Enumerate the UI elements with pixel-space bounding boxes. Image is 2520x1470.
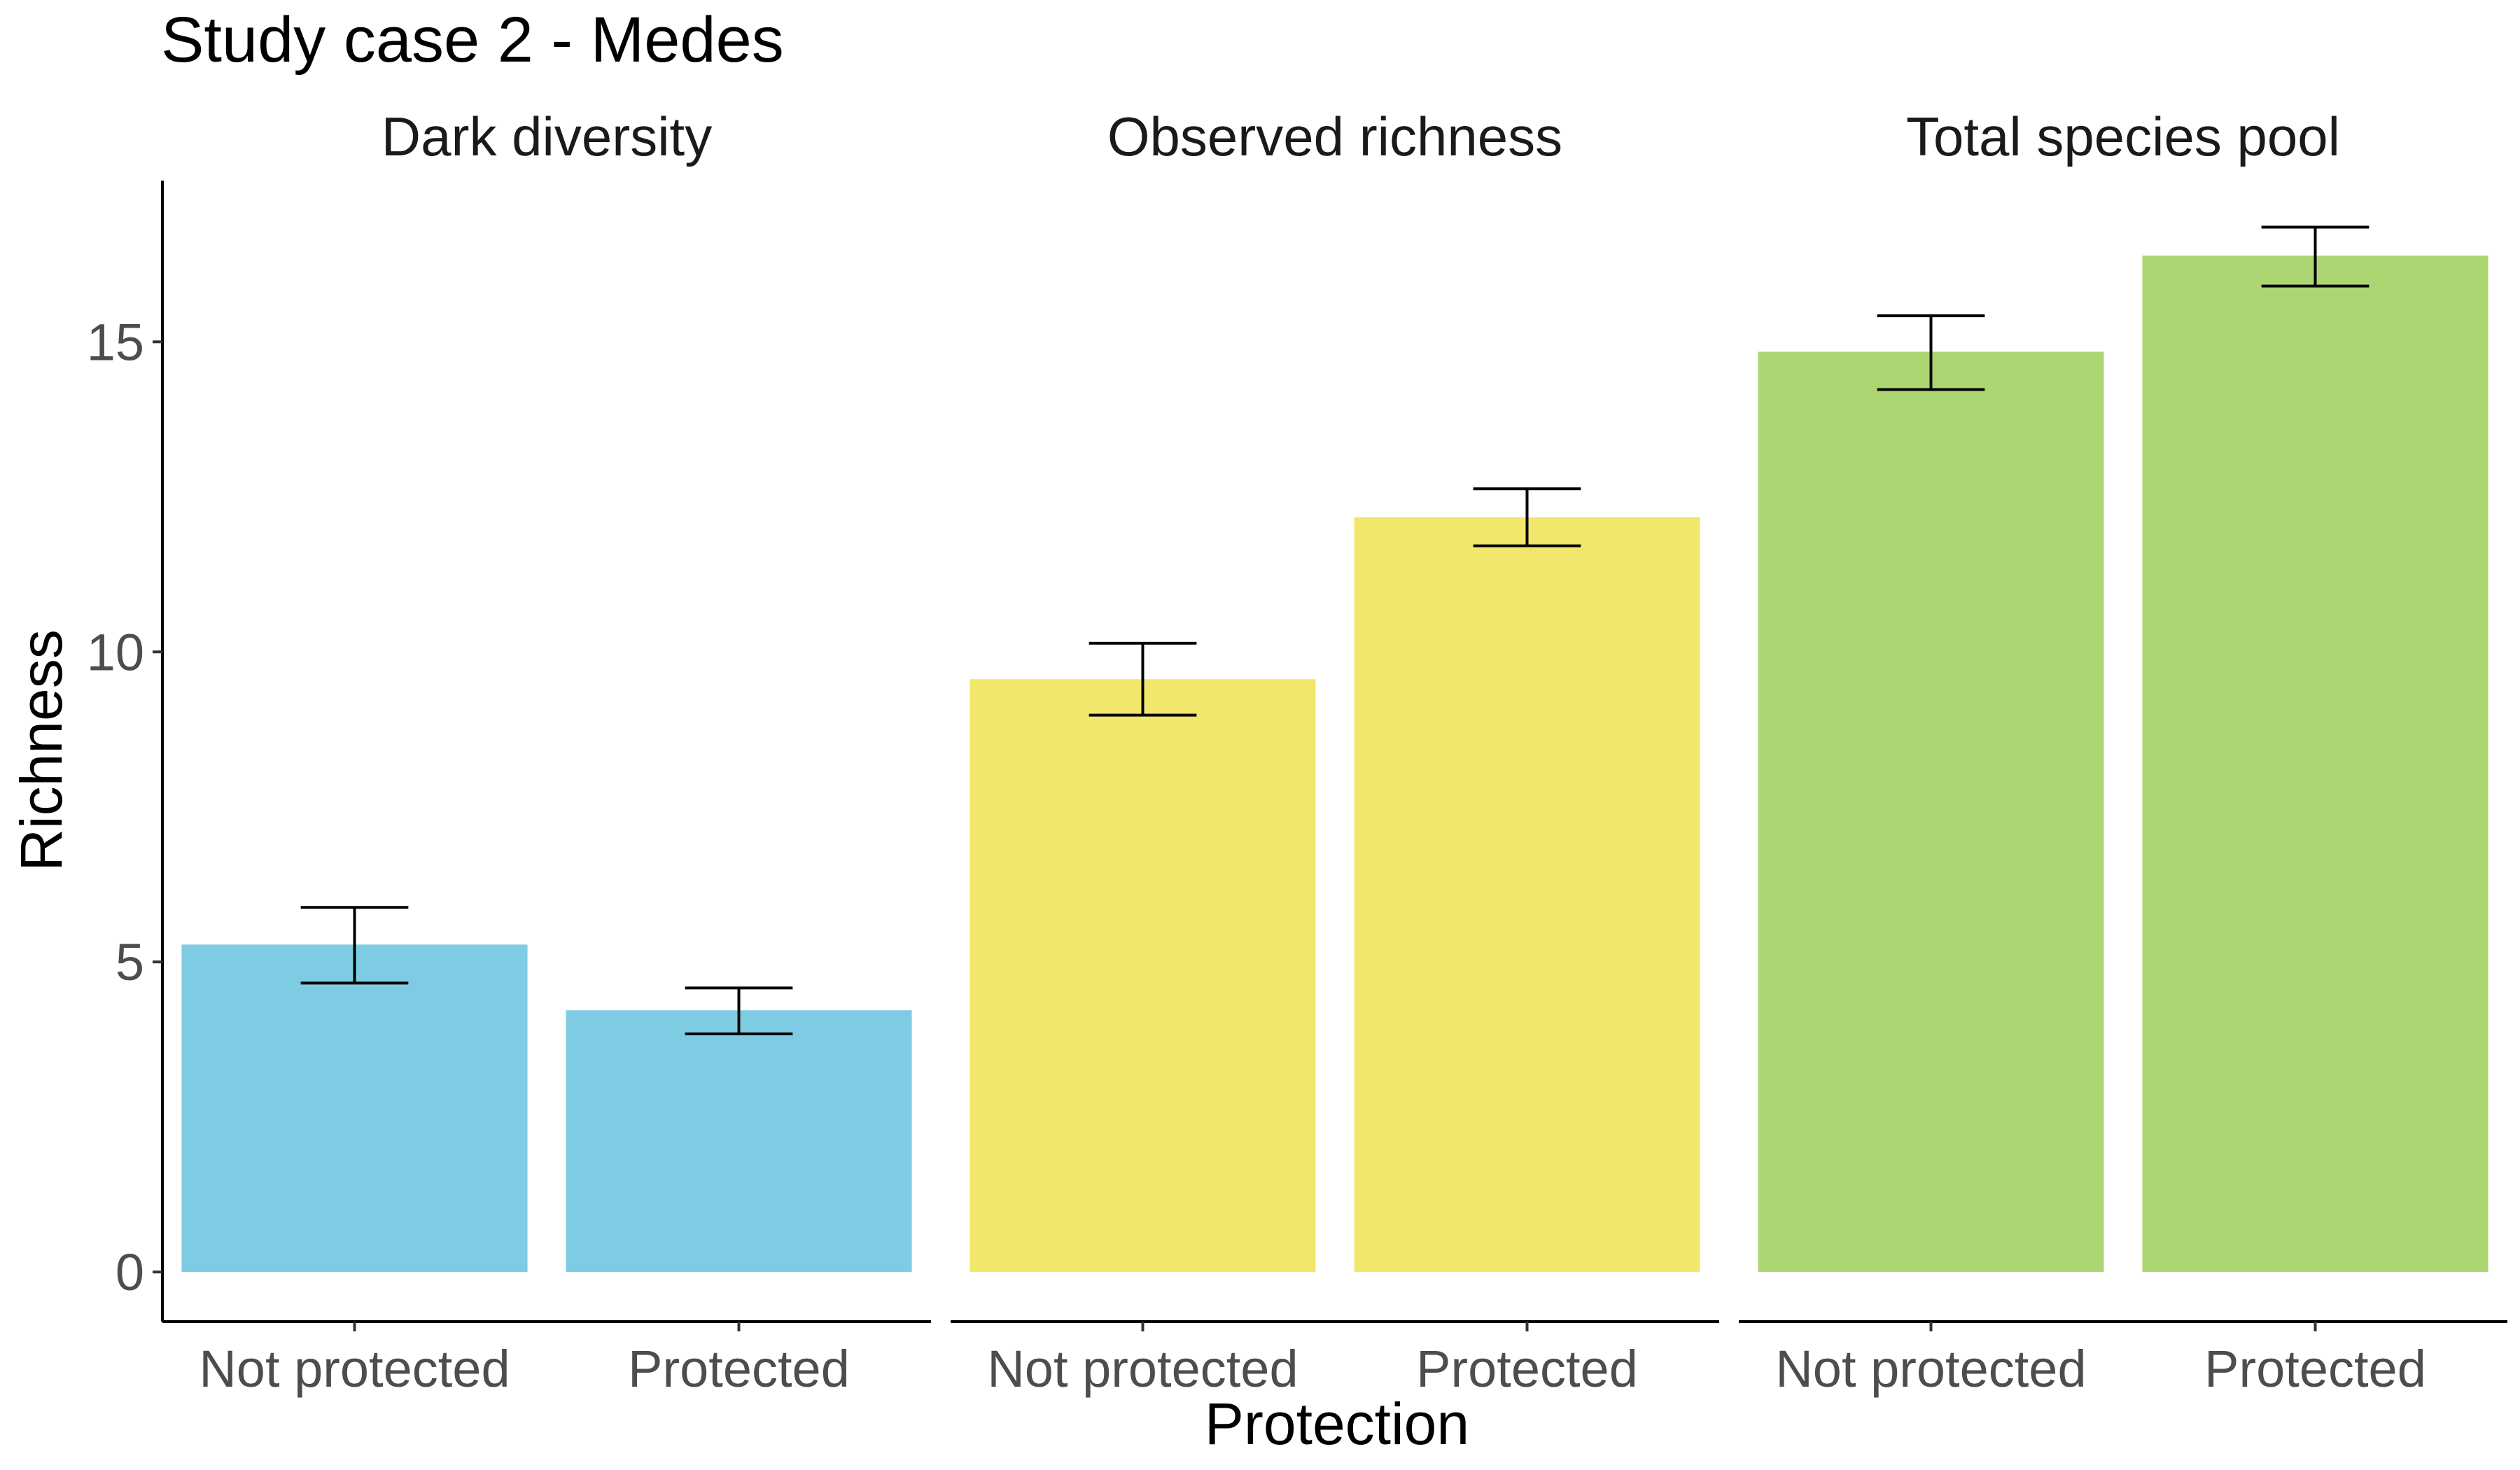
y-tick-label: 15 <box>87 313 144 371</box>
chart-title: Study case 2 - Medes <box>161 4 784 76</box>
bar <box>1758 351 2104 1273</box>
panel-total-species-pool: Total species pool Not protected Protected <box>1739 106 2507 1398</box>
panel-label: Dark diversity <box>382 106 712 167</box>
x-axis-title: Protection <box>1205 1391 1469 1457</box>
y-tick-label: 5 <box>115 933 144 991</box>
x-tick-label: Not protected <box>987 1340 1298 1398</box>
y-tick-label: 10 <box>87 623 144 681</box>
bar <box>181 944 528 1273</box>
x-tick-label: Not protected <box>199 1340 510 1398</box>
y-tick-label: 0 <box>115 1243 144 1301</box>
bar <box>2142 255 2488 1273</box>
bar <box>566 1010 912 1273</box>
panel-dark-diversity: Dark diversity Not protected Protected <box>162 106 931 1398</box>
x-tick-label: Protected <box>2204 1340 2426 1398</box>
chart-panels: 0 5 10 15 Dark diversity Not protected Protect… <box>87 106 2507 1398</box>
bar <box>1354 517 1700 1273</box>
panel-observed-richness: Observed richness Not protected Protected <box>951 106 1719 1398</box>
x-tick-label: Protected <box>1416 1340 1638 1398</box>
y-axis-title: Richness <box>8 629 74 871</box>
panel-label: Observed richness <box>1107 106 1562 167</box>
x-tick-label: Protected <box>628 1340 850 1398</box>
panel-label: Total species pool <box>1906 106 2340 167</box>
x-tick-label: Not protected <box>1775 1340 2086 1398</box>
bar <box>969 679 1316 1273</box>
